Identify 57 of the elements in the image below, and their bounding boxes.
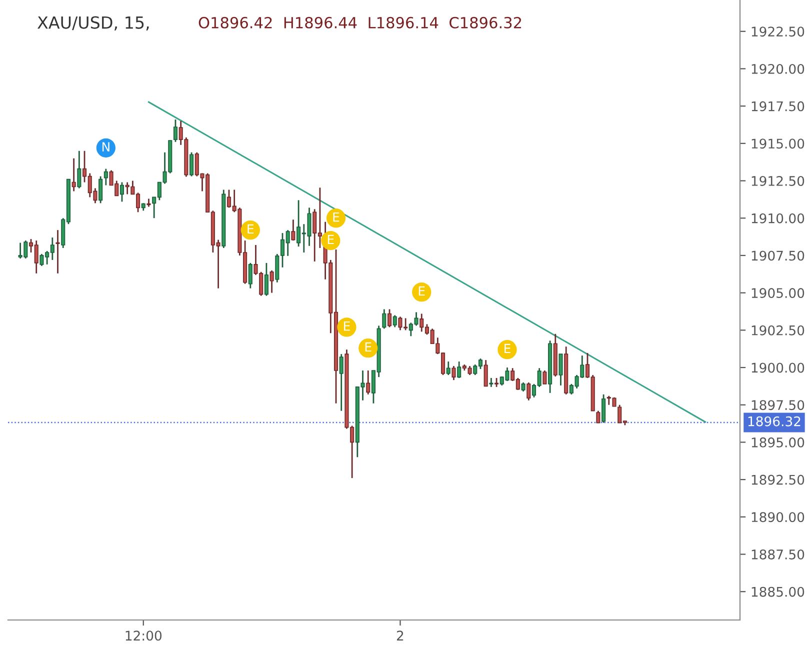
y-tick-label: 1905.00 [752,288,804,298]
candlestick [120,182,124,202]
candlestick [526,382,531,402]
y-tick-label: 1922.50 [752,26,804,37]
candlestick [542,370,547,385]
y-tick-label: 1910.00 [752,213,804,224]
candlestick [366,370,370,396]
candlestick [484,359,488,387]
candlestick [146,198,151,208]
y-tick-label: 1915.00 [752,138,804,149]
candlestick [270,270,274,294]
candlestick [387,308,392,328]
candlestick [392,314,397,328]
candlestick [190,152,194,177]
y-tick-label: 1892.50 [752,474,804,485]
text: O1896.42 H1896.44 L1896.14 C1896.32 [198,16,522,28]
candlestick [382,308,386,330]
y-tick-label: 1917.50 [752,101,804,112]
candlestick [56,229,60,274]
data-label: E [418,286,425,296]
y-tick-label: 1920.00 [752,64,804,74]
y-tick-label: 1890.00 [752,512,804,522]
candlestick [596,410,600,424]
data-label: E [504,344,510,354]
candlestick [264,262,268,296]
x-tick-label: 2 [396,630,404,640]
y-tick-label: 1912.50 [752,176,804,186]
y-tick-label: 1895.00 [752,437,804,448]
data-label: N [102,142,110,152]
candlestick [602,394,606,424]
data-label: E [248,224,254,234]
candlestick [98,176,103,204]
candlestick [457,360,462,379]
y-tick-label: 1885.00 [752,586,804,597]
candlestick [452,365,456,381]
candlestick [339,353,344,412]
candlestick [489,377,494,388]
candlestick [104,168,108,186]
y-tick-label: 1900.00 [752,362,804,373]
candlestick [291,218,296,242]
candlestick [72,158,76,192]
data-label: E [365,342,372,352]
y-tick-label: 1887.50 [752,549,804,560]
candlestick [558,353,563,386]
candlestick [248,262,252,290]
text: XAU/USD, 15, [37,16,149,31]
y-tick-label: 1897.50 [752,400,804,410]
x-tick-label: 12:00 [126,630,162,641]
y-tick-label: 1902.50 [752,325,804,336]
candlestick [446,360,450,376]
candlestick [77,150,82,189]
y-tick-label: 1907.50 [752,250,804,261]
data-label: E [344,322,350,331]
data-label: E [328,234,334,244]
candlestick [173,118,178,143]
data-label: E [333,212,340,222]
ref-line-label: 1896.32 [748,416,800,426]
